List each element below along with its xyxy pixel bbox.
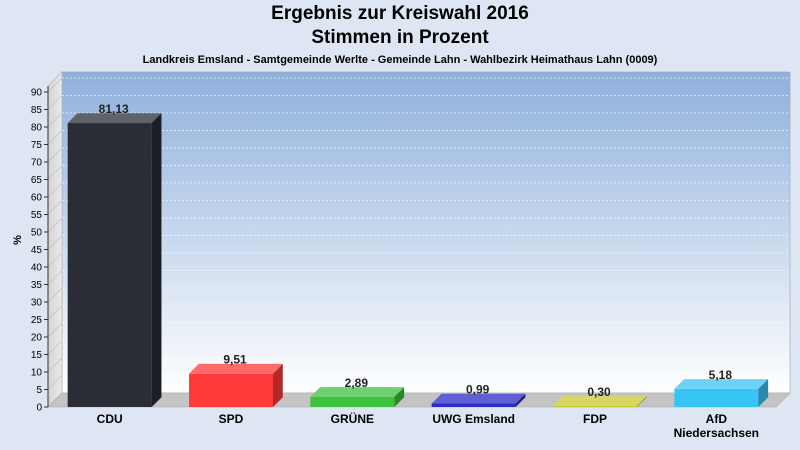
grid-line-side (47, 77, 63, 93)
chart-subtitle: Stimmen in Prozent (311, 27, 489, 48)
bar-front (189, 373, 273, 407)
bar-value-label: 9,51 (223, 353, 247, 367)
x-tick-label: Niedersachsen (674, 426, 759, 440)
y-axis-label: % (12, 235, 24, 245)
x-axis-labels: CDU SPD GRÜNE UWG Emsland FDP AfDNiedersachse… (97, 411, 759, 440)
bar-side (637, 396, 647, 407)
bar (431, 393, 526, 407)
y-tick-label: 25 (31, 315, 43, 326)
y-tick-label: 40 (31, 263, 43, 274)
bar (310, 387, 405, 407)
bars: 81,13 9,51 2,89 0,99 0,30 5,18 (67, 102, 769, 408)
grid-line-side (47, 165, 63, 180)
plot-back-wall (61, 71, 791, 394)
y-tick-label: 10 (31, 368, 43, 379)
grid-line-side (47, 200, 63, 215)
x-tick-label: CDU (97, 412, 123, 426)
y-tick-label: 60 (31, 193, 43, 204)
bar-front (310, 396, 395, 407)
bar-value-label: 0,99 (466, 383, 490, 397)
bar-front (67, 123, 152, 408)
grid-line-side (47, 235, 63, 250)
grid-line-side (47, 340, 63, 355)
bar-side (515, 393, 526, 407)
grid-line-side (47, 130, 63, 145)
bar-side (394, 387, 405, 407)
y-tick-label: 5 (36, 385, 42, 396)
bar-front (674, 388, 759, 407)
y-tick-label: 55 (31, 210, 43, 221)
x-tick-label: FDP (583, 412, 607, 426)
bar-top (67, 113, 162, 124)
bar-front (431, 403, 516, 407)
bar-top (553, 396, 647, 406)
y-tick-label: 15 (31, 350, 43, 361)
bar (674, 379, 769, 407)
grid-line-side (47, 322, 63, 338)
chart-location-subtitle: Landkreis Emsland - Samtgemeinde Werlte … (142, 54, 658, 66)
grid-line-side (47, 182, 63, 198)
grid-lines (47, 77, 790, 390)
bar-value-label: 5,18 (709, 368, 733, 382)
bar (553, 396, 647, 407)
y-tick-label: 75 (31, 140, 43, 151)
y-axis: 0 5 10 15 20 25 30 35 40 45 50 55 60 65 70 75 80 85 90% (12, 86, 49, 414)
y-tick-label: 65 (31, 175, 43, 186)
y-tick-label: 85 (31, 105, 43, 116)
grid-line-side (47, 252, 63, 268)
x-tick-label: SPD (219, 412, 244, 426)
bar-top (189, 363, 283, 374)
bar-top (431, 393, 526, 404)
grid-line-side (47, 217, 63, 233)
bar-top (674, 379, 769, 389)
plot-side-wall (47, 71, 63, 408)
grid-line-side (47, 357, 63, 373)
y-tick-label: 70 (31, 158, 43, 169)
bar-value-label: 81,13 (99, 102, 129, 116)
grid-line-side (47, 270, 63, 285)
y-tick-label: 80 (31, 123, 43, 134)
bar-top (310, 387, 405, 397)
bar-side (151, 113, 162, 408)
bar-side (273, 363, 283, 407)
y-tick-label: 30 (31, 298, 43, 309)
bar (189, 363, 283, 407)
grid-line-side (47, 287, 63, 303)
grid-line-side (47, 305, 63, 320)
y-tick-label: 0 (36, 403, 42, 414)
bar-front (553, 405, 637, 407)
x-tick-label: UWG Emsland (432, 412, 515, 426)
grid-line-side (47, 112, 63, 128)
x-tick-label: GRÜNE (331, 411, 374, 426)
y-tick-label: 90 (31, 88, 43, 99)
y-tick-label: 20 (31, 333, 43, 344)
y-tick-label: 50 (31, 228, 43, 239)
grid-line-side (47, 95, 63, 110)
grid-line-side (47, 375, 63, 390)
grid-line-side (47, 147, 63, 163)
y-tick-label: 45 (31, 245, 43, 256)
bar (67, 113, 162, 408)
y-tick-label: 35 (31, 280, 43, 291)
bar-value-label: 2,89 (345, 376, 369, 390)
chart-title: Ergebnis zur Kreiswahl 2016 (271, 3, 529, 24)
x-tick-label: AfD (706, 412, 728, 426)
bar-side (758, 379, 769, 407)
bar-value-label: 0,30 (587, 385, 611, 399)
